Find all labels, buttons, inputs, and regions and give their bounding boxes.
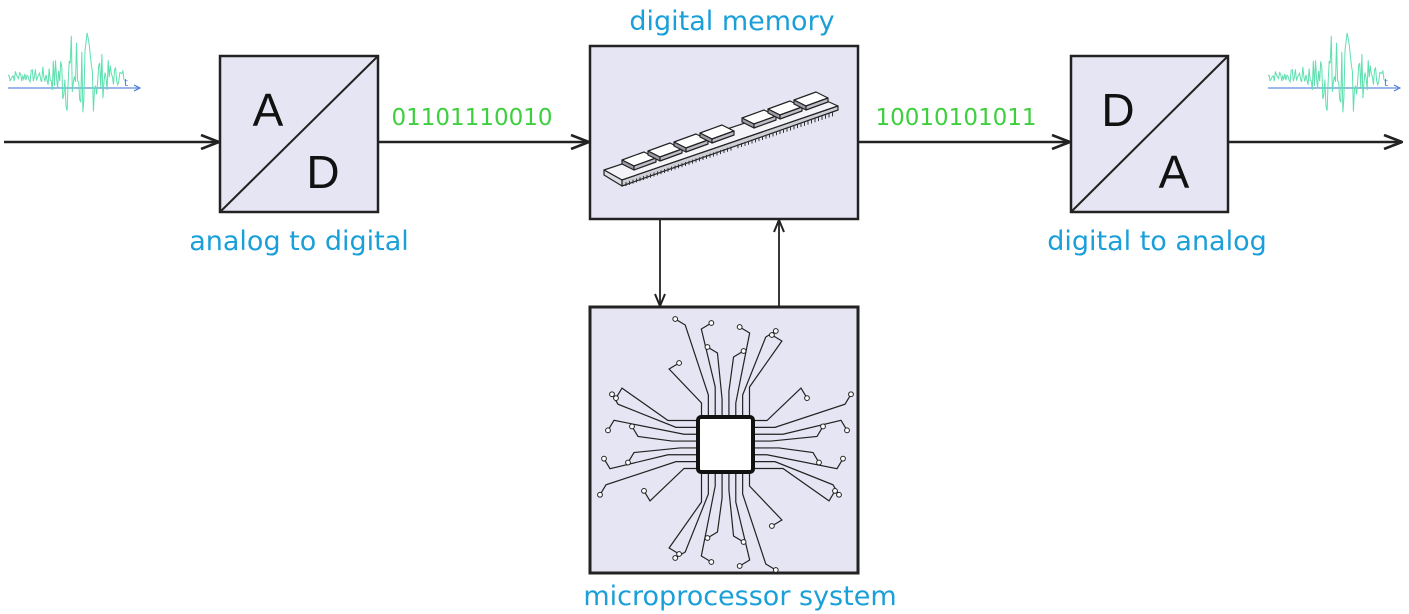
input-bitstream: 01101110010 [392,105,553,131]
adc-block: A D [218,54,380,214]
input-axis-label: t [124,78,128,89]
ram-module-icon [603,91,839,187]
adc-top-letter: A [253,84,284,136]
microchip-icon [597,316,854,573]
output-waveform-icon: t [1267,32,1402,113]
cpu-caption: microprocessor system [583,581,896,612]
output-bitstream: 10010101011 [876,105,1037,131]
dac-bottom-letter: A [1159,146,1190,198]
memory-block [588,44,860,221]
output-axis-label: t [1384,78,1388,89]
dac-caption: digital to analog [1047,226,1267,257]
dac-block: D A [1069,54,1230,214]
input-waveform-icon: t [7,32,142,113]
cpu-block [588,305,860,575]
adc-caption: analog to digital [189,226,409,257]
dac-top-letter: D [1101,84,1134,136]
memory-caption: digital memory [629,6,834,37]
adc-bottom-letter: D [306,146,339,198]
